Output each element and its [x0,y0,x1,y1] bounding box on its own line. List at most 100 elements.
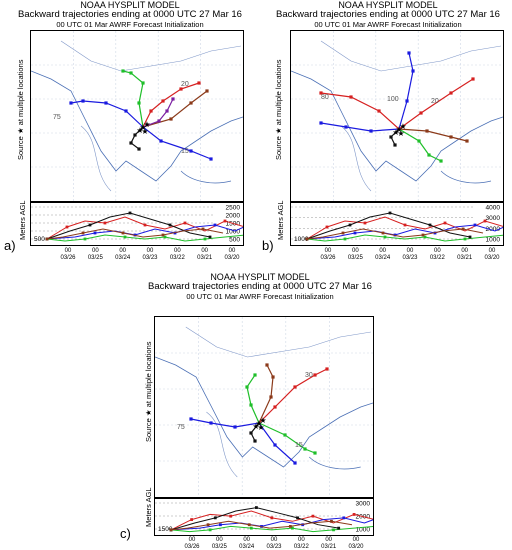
height-marker [169,528,173,532]
date-hour-label: 00 [434,248,441,254]
coastline [291,70,503,182]
trajectory-marker [209,157,213,161]
source-star-icon: ★ [259,416,266,425]
date-tick-label: 03/21 [321,544,337,550]
date-hour-label: 00 [201,248,208,254]
height-marker [332,528,335,532]
source-star-icon: ★ [399,122,406,131]
height-marker [183,221,187,225]
trajectory-line [142,98,174,128]
height-marker [201,227,205,231]
trajectory-line [320,122,400,132]
height-marker [388,211,392,215]
height-marker [83,237,87,241]
date-tick-label: 03/23 [402,255,418,261]
height-marker [208,235,212,239]
border-line [185,326,371,358]
border-line [340,125,372,192]
date-tick-label: 03/25 [88,255,104,261]
height-marker [342,516,346,520]
height-marker [121,231,125,235]
date-axis: 0003/260003/250003/240003/230003/220003/… [60,248,240,261]
trajectory-marker [273,405,277,409]
trajectory-line [320,92,400,130]
coastline [155,356,373,468]
height-plot: 4000 3000 2000 1000 1000 [291,205,503,244]
trajectory-line [398,52,414,130]
height-tick-label: 3000 [356,501,371,508]
height-marker [168,223,172,227]
chart-title: Backward trajectories ending at 0000 UTC… [18,9,242,20]
trajectory-marker [69,101,73,105]
source-star-icon: ★ [136,126,143,135]
date-hour-label: 00 [243,537,250,543]
height-marker [213,516,217,520]
height-marker [65,225,69,229]
trajectory-line [258,422,316,454]
panel-letter: c) [120,526,131,541]
trajectory-marker [104,101,108,105]
panel-b: NOAA HYSPLIT MODEL Backward trajectories… [262,0,508,270]
height-trajectory [306,228,484,240]
trajectory-marker [253,373,257,377]
date-tick-label: 03/20 [484,255,500,261]
start-height-label: 500 [34,236,45,243]
trajectory-line [398,78,474,130]
date-hour-label: 00 [461,248,468,254]
date-hour-label: 00 [325,537,332,543]
height-marker [255,506,258,509]
height-tick-label: 1000 [486,237,501,244]
source-star-icon: ★ [143,120,150,129]
height-tick-label: 2000 [486,226,501,233]
trajectory-marker [265,363,269,367]
date-hour-label: 00 [92,248,99,254]
height-marker [421,233,425,237]
height-marker [311,514,315,518]
trajectory-marker [149,109,153,113]
trajectory-marker [419,111,423,115]
trajectory-line [142,126,212,160]
date-hour-label: 00 [229,248,236,254]
source-star-icon: ★ [395,125,402,134]
height-tick-label: 2500 [226,205,241,212]
date-tick-label: 03/22 [170,255,186,261]
date-tick-label: 03/25 [348,255,364,261]
map-label: 75 [177,424,185,431]
trajectory-marker [141,81,145,85]
trajectory-marker [189,101,193,105]
height-marker [325,225,329,229]
date-tick-label: 03/26 [184,544,200,550]
source-star-icon: ★ [252,422,259,431]
coastline [309,456,361,470]
start-height-label: 1500 [158,526,173,533]
source-star-icon: ★ [139,123,146,132]
height-marker [337,526,341,530]
trajectory-line [258,364,274,424]
date-hour-label: 00 [325,248,332,254]
height-trajectory [46,228,224,240]
date-hour-label: 00 [298,537,305,543]
trajectory-marker [171,97,175,101]
trajectory-marker [249,431,253,435]
date-hour-label: 00 [65,248,72,254]
trajectory-marker [313,451,317,455]
agl-label: Meters AGL [144,487,153,527]
map-label: 20 [431,98,439,105]
height-trajectory [46,234,243,242]
panel-letter: a) [4,238,16,253]
source-star-icon: ★ [397,129,404,138]
map-label: 75 [53,114,61,121]
map-frame: ★ ★ ★ ★ 75 30 15 [154,316,374,498]
height-marker [270,516,274,520]
date-hour-label: 00 [174,248,181,254]
date-tick-label: 03/26 [60,255,76,261]
trajectory-marker [137,147,141,151]
height-frame: 4000 3000 2000 1000 1000 [290,202,504,246]
height-trajectory [306,224,503,240]
height-marker [45,237,49,241]
chart-subtitle: 00 UTC 01 Mar AWRF Forecast Initializati… [314,20,462,29]
height-marker [247,523,251,527]
trajectory-line [398,128,442,162]
trajectory-marker [81,99,85,103]
